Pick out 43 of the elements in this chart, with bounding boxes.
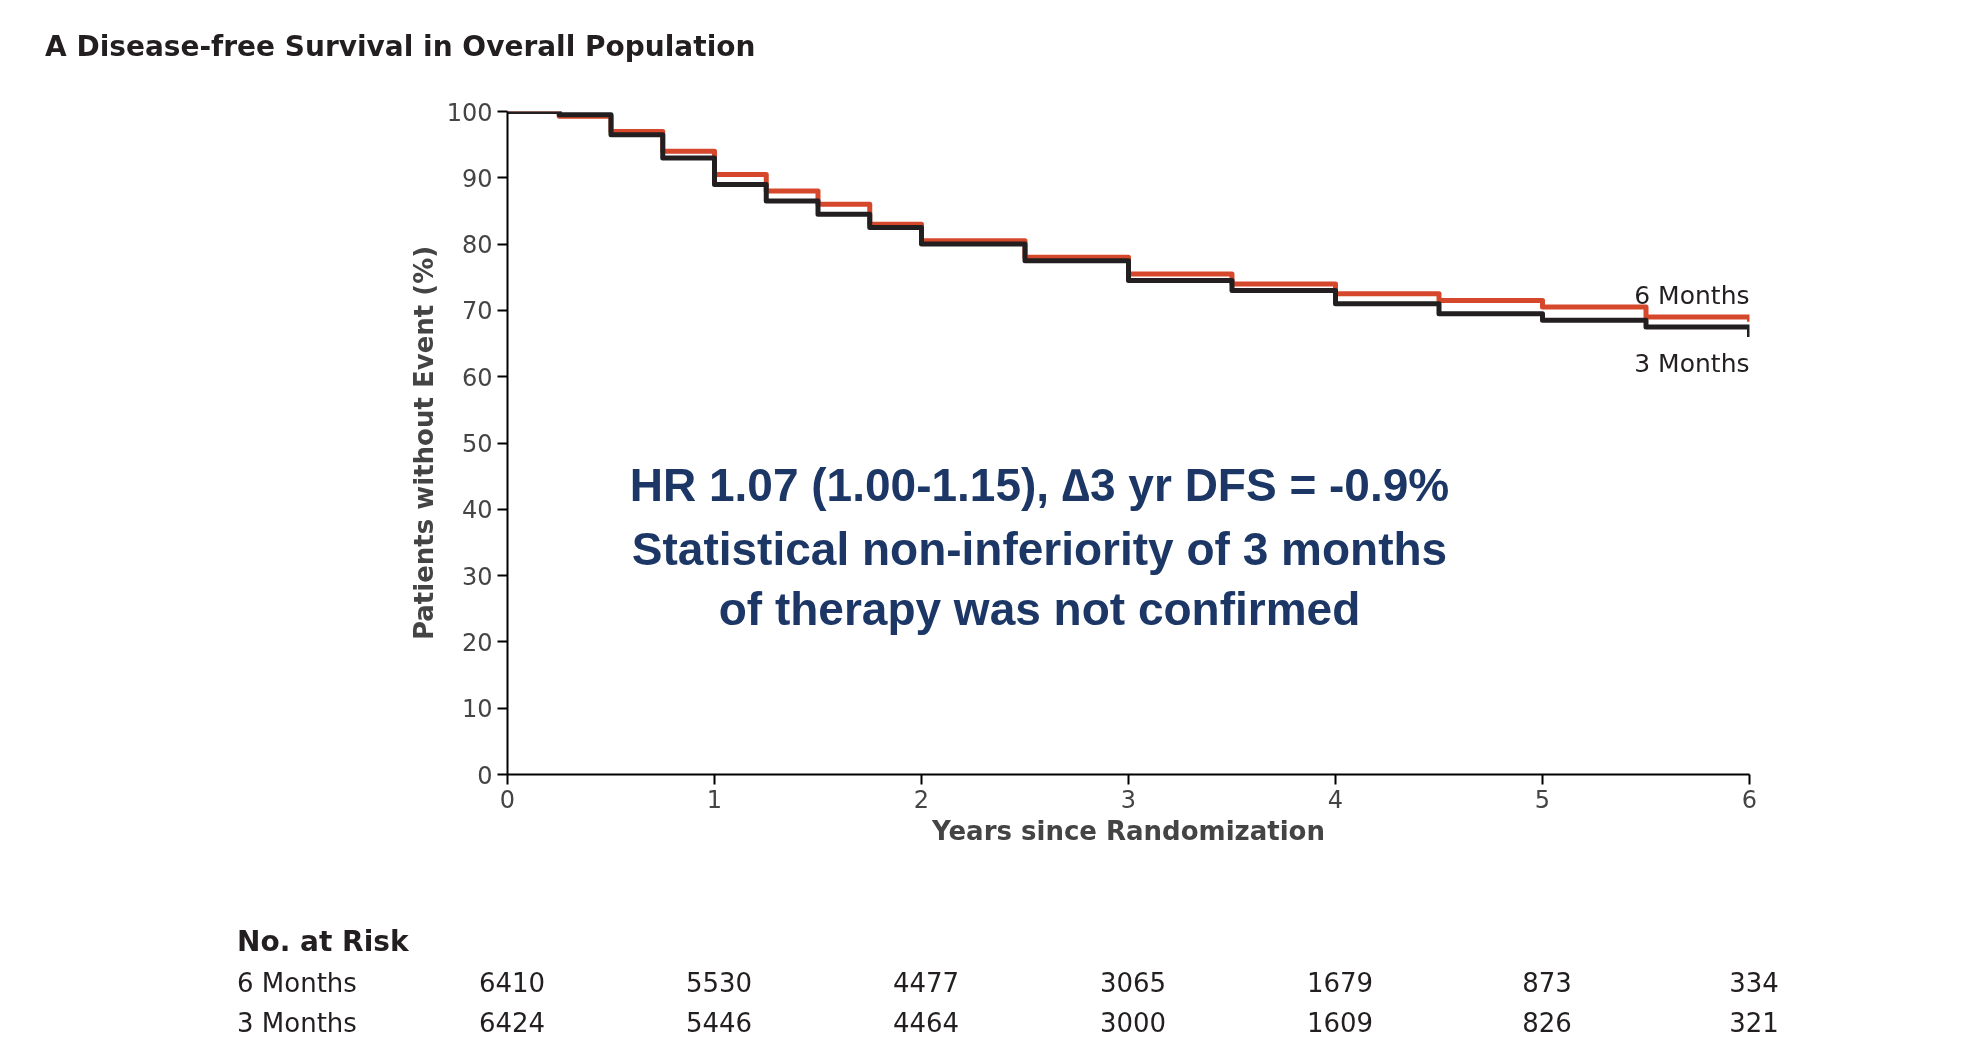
text: 6410 [478, 967, 546, 1001]
text: 3065 [1099, 967, 1167, 1001]
text: 3 Months [237, 1007, 357, 1041]
y-tick-label: 80 [461, 231, 493, 260]
text: 3000 [1099, 1007, 1167, 1041]
y-tick-label: 30 [461, 562, 493, 591]
y-tick-label: 10 [461, 695, 493, 724]
y-tick-label: 60 [461, 363, 493, 392]
y-tick-label: 70 [461, 297, 493, 326]
annotation: of therapy was not confirmed [718, 583, 1361, 636]
annotation: HR 1.07 (1.00-1.15), ∆3 yr DFS = -0.9% [629, 459, 1450, 512]
x-tick-label: 1 [706, 785, 723, 814]
y-tick-label: 0 [477, 761, 493, 790]
text: 334 [1729, 967, 1779, 1001]
x-tick-label: 0 [499, 785, 516, 814]
y-tick-label: 100 [446, 98, 493, 127]
y-tick-label: 50 [461, 430, 493, 458]
chart-title: A Disease-free Survival in Overall Population [45, 29, 756, 65]
x-tick-label: 2 [913, 785, 930, 814]
y-tick-label: 90 [461, 164, 493, 193]
text: 5446 [685, 1007, 753, 1041]
x-tick-label: 3 [1120, 785, 1137, 814]
text: 4477 [892, 967, 960, 1001]
text: 1609 [1306, 1007, 1374, 1041]
text: 826 [1522, 1007, 1572, 1041]
text: No. at Risk [237, 924, 409, 960]
y-tick-label: 20 [461, 628, 493, 657]
y-axis-title: Patients without Event (%) [408, 245, 439, 641]
text: 873 [1522, 967, 1572, 1001]
y-tick-label: 40 [461, 496, 493, 525]
x-tick-label: 5 [1534, 785, 1551, 814]
series-label: 6 Months [1634, 280, 1750, 310]
text: 321 [1729, 1007, 1779, 1041]
text: 1679 [1306, 967, 1374, 1001]
text: 5530 [685, 967, 753, 1001]
text: 6 Months [237, 967, 357, 1001]
text: 6424 [478, 1007, 546, 1041]
x-axis-title: Years since Randomization [931, 815, 1325, 846]
annotation: Statistical non-inferiority of 3 months [631, 523, 1448, 576]
series-label: 3 Months [1634, 348, 1750, 378]
x-tick-label: 4 [1327, 785, 1344, 814]
text: 4464 [892, 1007, 960, 1041]
x-tick-label: 6 [1741, 785, 1758, 814]
